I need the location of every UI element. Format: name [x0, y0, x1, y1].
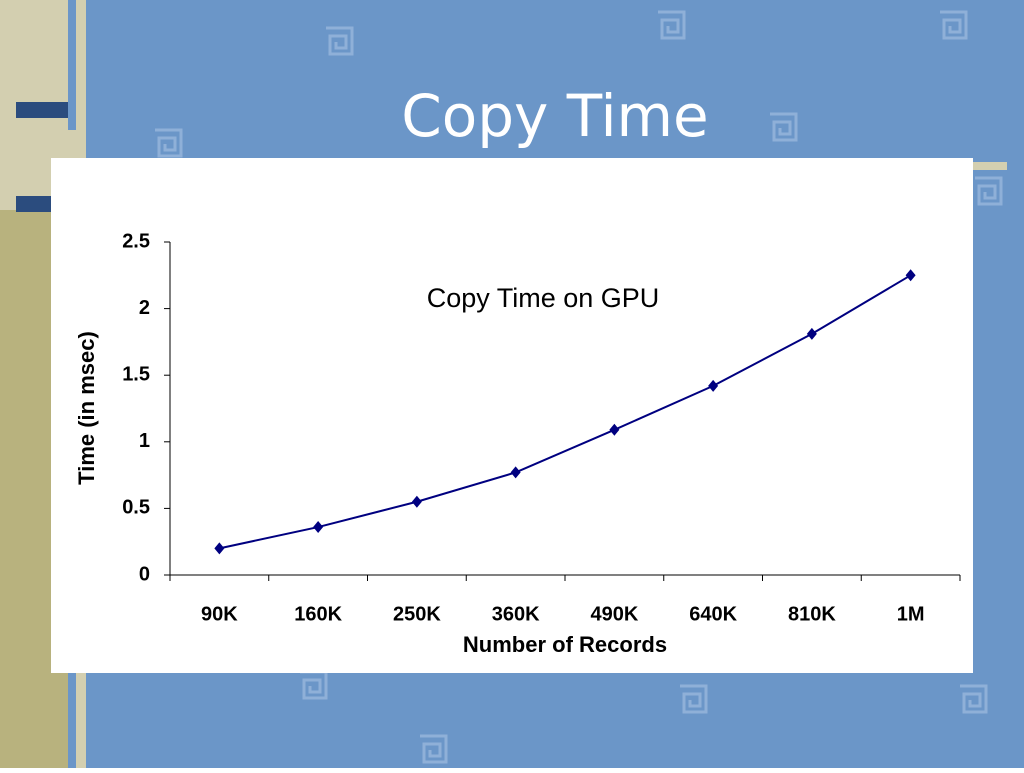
right-line: [973, 162, 1007, 170]
chart-area: [51, 158, 973, 673]
side-bar: [16, 102, 68, 118]
x-tick-label: 250K: [393, 603, 441, 625]
y-tick-label: 0: [139, 563, 150, 585]
marker: [214, 542, 225, 555]
y-tick-label: 2: [139, 297, 150, 319]
marker: [708, 379, 719, 392]
marker: [411, 495, 422, 508]
slide-title: Copy Time: [401, 82, 709, 150]
marker: [609, 423, 620, 436]
marker: [510, 466, 521, 479]
y-axis-label: Time (in msec): [74, 331, 99, 485]
x-tick-label: 90K: [201, 603, 238, 625]
line: [219, 274, 912, 550]
marker: [313, 521, 324, 534]
y-tick-label: 2.5: [122, 230, 150, 252]
x-tick-label: 810K: [788, 603, 836, 625]
x-tick-label: 1M: [897, 603, 925, 625]
x-tick-label: 490K: [590, 603, 638, 625]
y-tick-label: 1.5: [122, 363, 150, 385]
x-tick-label: 160K: [294, 603, 342, 625]
y-tick-label: 0.5: [122, 497, 150, 519]
marker: [905, 269, 916, 282]
x-axis-label: Number of Records: [463, 632, 667, 657]
x-tick-label: 360K: [492, 603, 540, 625]
marker: [806, 327, 817, 340]
x-tick-label: 640K: [689, 603, 737, 625]
y-tick-label: 1: [139, 430, 150, 452]
chart-title: Copy Time on GPU: [427, 283, 660, 313]
